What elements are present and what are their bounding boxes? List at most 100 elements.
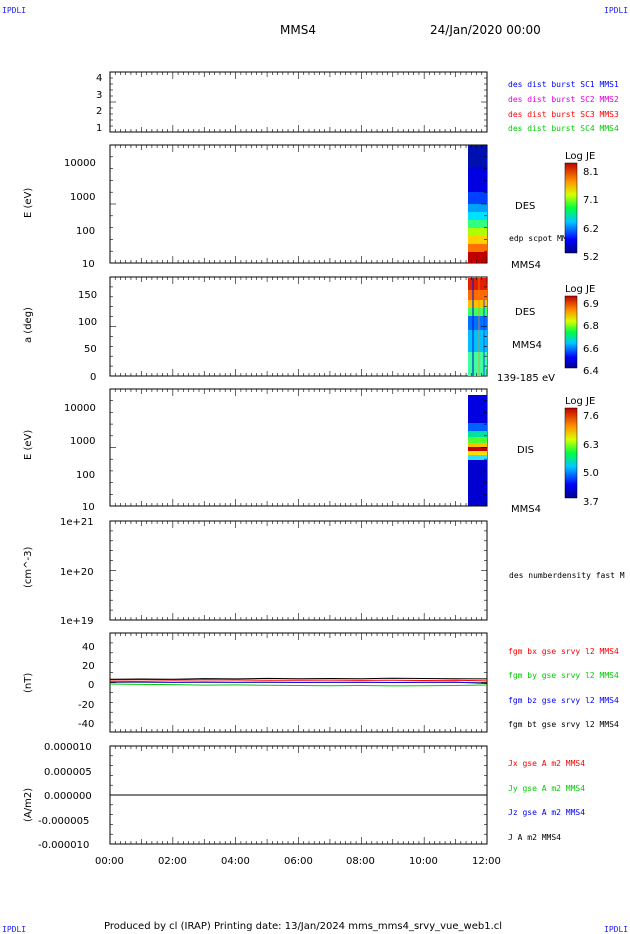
des-pitch-band-3 xyxy=(468,308,487,316)
bfield-tick-20: 20 xyxy=(82,661,95,672)
dis-energy-spectrogram xyxy=(468,395,487,506)
des-energy-band-1 xyxy=(468,167,487,192)
sc-tick-4: 4 xyxy=(96,73,102,84)
x-tick-0200: 02:00 xyxy=(158,856,187,867)
dis-energy-tick-1000: 1000 xyxy=(70,436,95,447)
des-pitch-tick-150: 150 xyxy=(78,290,97,301)
des-pitch-band-0 xyxy=(468,278,487,290)
current-tick-2: 0.000000 xyxy=(44,791,92,802)
des-pitch-colorbar xyxy=(564,295,578,369)
current-tick-1: 0.000005 xyxy=(44,767,92,778)
des-energy-band-0 xyxy=(468,145,487,167)
des-energy-cb-tick-0: 8.1 xyxy=(583,167,599,178)
footer-credits: Produced by cl (IRAP) Printing date: 13/… xyxy=(104,921,502,932)
des-energy-band-3 xyxy=(468,204,487,212)
corner-label-bottom-right: IPDLI xyxy=(604,925,628,934)
bfield-ylabel: (nT) xyxy=(23,673,34,693)
bfield-label-by: fgm by gse srvy l2 MMS4 xyxy=(508,671,619,680)
current-label-jy: Jy gse A m2 MMS4 xyxy=(508,784,585,793)
dis-energy-band-7 xyxy=(468,455,487,460)
des-pitch-streak-1 xyxy=(478,278,480,376)
dis-energy-cb-tick-3: 3.7 xyxy=(583,497,599,508)
des-energy-band-5 xyxy=(468,220,487,228)
bfield-label-bz: fgm bz gse srvy l2 MMS4 xyxy=(508,696,619,705)
dis-energy-tick-100: 100 xyxy=(76,470,95,481)
dis-energy-band-1 xyxy=(468,423,487,431)
bfield-series-group xyxy=(109,677,488,687)
des-pitch-streak-0 xyxy=(472,278,474,376)
des-energy-cb-tick-2: 6.2 xyxy=(583,224,599,235)
current-tick-3: -0.000005 xyxy=(38,816,89,827)
x-tick-0800: 08:00 xyxy=(346,856,375,867)
dis-energy-cb-tick-1: 6.3 xyxy=(583,440,599,451)
density-tick-1e20: 1e+20 xyxy=(60,567,94,578)
plot-date: 24/Jan/2020 00:00 xyxy=(430,23,541,37)
des-pitch-band-1 xyxy=(468,290,487,300)
dis-energy-cb-tick-0: 7.6 xyxy=(583,411,599,422)
bfield-tick-40: 40 xyxy=(82,642,95,653)
dis-energy-tick-10: 10 xyxy=(82,502,95,513)
panel-des-energy-frame xyxy=(109,144,488,264)
corner-label-top-right: IPDLI xyxy=(604,6,628,15)
des-energy-cb-tick-3: 5.2 xyxy=(583,252,599,263)
des-energy-ylabel: E (eV) xyxy=(23,188,34,218)
bfield-series-bx xyxy=(109,679,488,682)
des-energy-tick-100: 100 xyxy=(76,226,95,237)
corner-label-bottom-left: IPDLI xyxy=(2,925,26,934)
dis-energy-cb-tick-2: 5.0 xyxy=(583,468,599,479)
bfield-tick-minus40: -40 xyxy=(78,719,94,730)
bfield-label-bx: fgm bx gse srvy l2 MMS4 xyxy=(508,647,619,656)
des-pitch-spectrogram xyxy=(468,278,487,376)
x-tick-1000: 10:00 xyxy=(409,856,438,867)
x-tick-1200: 12:00 xyxy=(472,856,501,867)
des-energy-tick-10: 10 xyxy=(82,259,95,270)
x-tick-0600: 06:00 xyxy=(284,856,313,867)
sc-tick-2: 2 xyxy=(96,106,102,117)
des-pitch-mms4-label: MMS4 xyxy=(512,340,542,351)
sc-label-mms1: des dist burst SC1 MMS1 xyxy=(508,80,619,89)
des-energy-band-2 xyxy=(468,192,487,204)
bfield-tick-0: 0 xyxy=(88,680,94,691)
current-label-j: J A m2 MMS4 xyxy=(508,833,561,842)
density-tick-1e19: 1e+19 xyxy=(60,616,94,627)
des-pitch-tick-50: 50 xyxy=(84,344,97,355)
x-tick-0000: 00:00 xyxy=(95,856,124,867)
des-pitch-cb-tick-2: 6.6 xyxy=(583,344,599,355)
current-ylabel: (A/m2) xyxy=(23,788,34,822)
des-pitch-cb-tick-3: 6.4 xyxy=(583,366,599,377)
dis-energy-bottom-label: MMS4 xyxy=(511,504,541,515)
plot-title: MMS4 xyxy=(280,23,316,37)
sc-tick-1: 1 xyxy=(96,123,102,134)
dis-energy-band-2 xyxy=(468,431,487,437)
corner-label-top-left: IPDLI xyxy=(2,6,26,15)
des-pitch-cb-tick-1: 6.8 xyxy=(583,321,599,332)
current-label-jz: Jz gse A m2 MMS4 xyxy=(508,808,585,817)
current-tick-4: -0.000010 xyxy=(38,840,89,851)
des-energy-tick-10000: 10000 xyxy=(64,158,96,169)
des-energy-tick-1000: 1000 xyxy=(70,192,95,203)
dis-energy-ylabel: E (eV) xyxy=(23,430,34,460)
sc-tick-3: 3 xyxy=(96,90,102,101)
sc-label-mms3: des dist burst SC3 MMS3 xyxy=(508,110,619,119)
dis-energy-band-0 xyxy=(468,395,487,423)
des-energy-band-9 xyxy=(468,252,487,263)
density-label: des numberdensity fast M xyxy=(509,571,625,580)
sc-label-mms2: des dist burst SC2 MMS2 xyxy=(508,95,619,104)
dis-energy-colorbar-title: Log JE xyxy=(565,396,595,407)
des-energy-band-6 xyxy=(468,228,487,236)
des-energy-spectrogram xyxy=(468,145,487,263)
panel-density-frame xyxy=(109,520,488,621)
panel-des-pitch-frame xyxy=(109,276,488,377)
des-pitch-streak-2 xyxy=(483,300,485,376)
des-pitch-tick-0: 0 xyxy=(90,372,96,383)
des-energy-bottom-label: MMS4 xyxy=(511,260,541,271)
des-pitch-colorbar-title: Log JE xyxy=(565,284,595,295)
des-energy-colorbar-title: Log JE xyxy=(565,151,595,162)
des-energy-colorbar xyxy=(564,162,578,254)
des-energy-band-8 xyxy=(468,244,487,252)
panel-spacecraft-frame xyxy=(109,71,488,133)
des-energy-band-4 xyxy=(468,212,487,220)
bfield-series-by xyxy=(109,683,488,687)
dis-energy-band-8 xyxy=(468,460,487,506)
des-energy-side-label: DES xyxy=(515,201,535,212)
